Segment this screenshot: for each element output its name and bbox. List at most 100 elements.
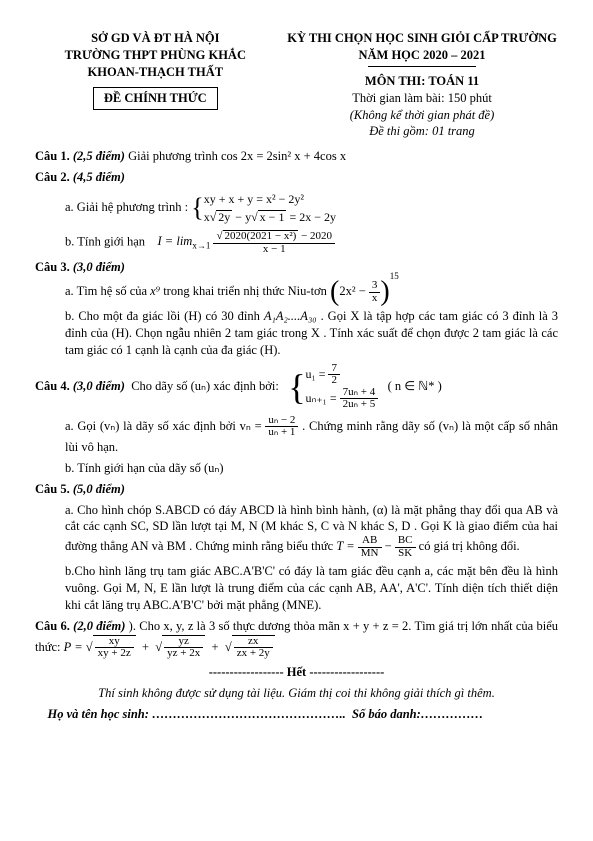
u1l: u₁ =: [306, 366, 329, 380]
sqrt1: 2y: [216, 210, 232, 223]
q1-eq: cos 2x = 2sin² x + 4cos x: [221, 149, 346, 163]
official-stamp: ĐỀ CHÍNH THỨC: [93, 87, 218, 110]
u1f: 72: [328, 363, 340, 387]
q1-label: Câu 1.: [35, 149, 70, 163]
q4-lead: Cho dãy số (uₙ) xác định bởi:: [131, 379, 279, 393]
minus: −: [382, 539, 395, 553]
system-rows: xy + x + y = x² − 2y² x2y − yx − 1 = 2x …: [204, 190, 336, 226]
binom-inner: 2x² − 3x: [339, 280, 380, 304]
footer-note: Thí sinh không được sử dụng tài liệu. Gi…: [35, 685, 558, 702]
p1d: xy + 2z: [95, 648, 134, 660]
unf: 7uₙ + 42uₙ + 5: [340, 387, 379, 411]
vn-def: vₙ = uₙ − 2uₙ + 1: [240, 419, 299, 433]
Tlhs: T =: [336, 539, 357, 553]
binom-frac: 3x: [369, 280, 381, 304]
radical-icon: [251, 210, 258, 224]
pf1: xyxy + 2z: [95, 636, 134, 660]
u1d: 2: [328, 375, 340, 387]
T-expr: T = ABMN − BCSK: [336, 539, 418, 553]
pf3: zxzx + 2y: [234, 636, 273, 660]
bnum: 3: [369, 280, 381, 293]
sbd: Số báo danh:……………: [352, 707, 483, 721]
q5b: b.Cho hình lăng trụ tam giác ABC.A'B'C' …: [35, 563, 558, 614]
p2d: yz + 2x: [164, 648, 203, 660]
lim-sub: x→1: [192, 241, 210, 251]
f2d: SK: [395, 548, 416, 560]
org-line2: TRƯỜNG THPT PHÙNG KHẮC: [35, 47, 276, 64]
q5-label: Câu 5.: [35, 482, 70, 496]
q1-points: (2,5 điểm): [73, 149, 125, 163]
het-text: Hết: [287, 665, 306, 679]
q2-sys1: xy + x + y = x² − 2y²: [204, 190, 336, 208]
end: Hết: [209, 665, 385, 679]
q4a: a. Gọi (vₙ) là dãy số xác định bởi vₙ = …: [35, 415, 558, 456]
q3: Câu 3. (3,0 điểm): [35, 259, 558, 276]
lim-expr: I = limx→1 2020(2021 − x²) − 2020 x − 1: [154, 234, 335, 248]
paren-right: ): [380, 282, 389, 302]
q4-cond: ( n ∈ ℕ* ): [388, 379, 442, 393]
q5: Câu 5. (5,0 điểm): [35, 481, 558, 498]
q1-text: Giải phương trình: [128, 149, 218, 163]
q3a-t1: a. Tìm hệ số của: [65, 284, 150, 298]
exam-note: (Không kể thời gian phát đề): [286, 107, 558, 124]
P-expr: P = xyxy + 2z + yzyz + 2x + zxzx + 2y: [64, 640, 275, 654]
q3b-p1: b. Cho một đa giác lồi (H) có 30 đỉnh: [65, 309, 264, 323]
brace-icon: {: [288, 369, 305, 405]
q2-label: Câu 2.: [35, 170, 70, 184]
pt3: zxzx + 2y: [232, 635, 275, 660]
q4b: b. Tính giới hạn của dãy số (uₙ): [35, 460, 558, 477]
end-line: Hết: [35, 664, 558, 681]
pt1: xyxy + 2z: [93, 635, 136, 660]
pt2: yzyz + 2x: [162, 635, 205, 660]
q3-label: Câu 3.: [35, 260, 70, 274]
q3b: b. Cho một đa giác lồi (H) có 30 đỉnh A₁…: [35, 308, 558, 359]
radical-icon: [210, 210, 217, 224]
q3b-verts: A₁A₂....A₃₀: [264, 309, 317, 323]
q2b-lead: b. Tính giới hạn: [65, 234, 145, 248]
org-line3: KHOAN-THẠCH THẤT: [35, 64, 276, 81]
header-left: SỞ GD VÀ ĐT HÀ NỘI TRƯỜNG THPT PHÙNG KHẮ…: [35, 30, 276, 110]
vnd: uₙ + 1: [265, 427, 298, 439]
q4-sys1: u₁ = 72: [306, 363, 379, 387]
q2-points: (4,5 điểm): [73, 170, 125, 184]
vnf: uₙ − 2uₙ + 1: [265, 415, 298, 439]
content: Câu 1. (2,5 điểm) Giải phương trình cos …: [35, 148, 558, 722]
binom-l: 2x² −: [339, 284, 369, 298]
q2: Câu 2. (4,5 điểm): [35, 169, 558, 186]
und: 2uₙ + 5: [340, 399, 379, 411]
radical-icon: [155, 640, 162, 654]
radical-icon: [86, 640, 93, 654]
f1n: AB: [358, 535, 382, 548]
q5a-p2: có giá trị không đổi.: [419, 539, 520, 553]
q3a-x9: x⁹: [150, 284, 160, 298]
exam-title: KỲ THI CHỌN HỌC SINH GIỎI CẤP TRƯỜNG: [286, 30, 558, 47]
brace-icon: {: [191, 195, 203, 221]
pf2: yzyz + 2x: [164, 636, 203, 660]
q5a: a. Cho hình chóp S.ABCD có đáy ABCD là h…: [35, 502, 558, 560]
divider: [368, 66, 477, 67]
q3-points: (3,0 điểm): [73, 260, 125, 274]
Plhs: P =: [64, 640, 86, 654]
footer-fields: Họ và tên học sinh: ……………………………………….. Số…: [35, 706, 558, 723]
q4: Câu 4. (3,0 điểm) Cho dãy số (uₙ) xác đị…: [35, 363, 558, 411]
q1: Câu 1. (2,5 điểm) Giải phương trình cos …: [35, 148, 558, 165]
lim-after: − 2020: [298, 230, 332, 242]
binom-exp: 15: [390, 271, 399, 281]
q4-system-rows: u₁ = 72 uₙ₊₁ = 7uₙ + 42uₙ + 5: [306, 363, 379, 411]
radical-icon: [225, 640, 232, 654]
q2b: b. Tính giới hạn I = limx→1 2020(2021 − …: [35, 230, 558, 255]
header-right: KỲ THI CHỌN HỌC SINH GIỎI CẤP TRƯỜNG NĂM…: [286, 30, 558, 140]
q6-points: (2,0 điểm): [73, 619, 125, 633]
q3a: a. Tìm hệ số của x⁹ trong khai triển nhị…: [35, 280, 558, 304]
q6-label: Câu 6.: [35, 619, 70, 633]
q4-system: { u₁ = 72 uₙ₊₁ = 7uₙ + 42uₙ + 5: [288, 363, 378, 411]
lim-num: 2020(2021 − x²) − 2020: [213, 230, 335, 244]
q2-sys2: x2y − yx − 1 = 2x − 2y: [204, 208, 336, 226]
subject: MÔN THI: TOÁN 11: [286, 73, 558, 90]
lim-sqrt: 2020(2021 − x²): [223, 230, 299, 242]
exam-time: Thời gian làm bài: 150 phút: [286, 90, 558, 107]
sys2-mid: − y: [232, 210, 251, 224]
system: { xy + x + y = x² − 2y² x2y − yx − 1 = 2…: [191, 190, 336, 226]
q4a-t1: a. Gọi (vₙ) là dãy số xác định bởi: [65, 419, 240, 433]
f1d: MN: [358, 548, 382, 560]
